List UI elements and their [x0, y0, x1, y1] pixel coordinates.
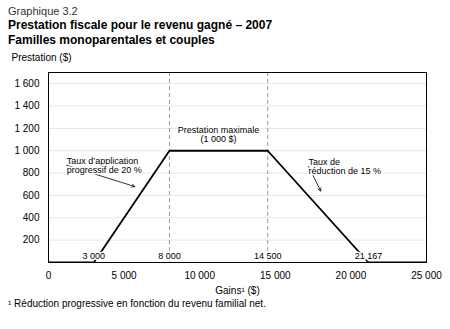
svg-text:21 167: 21 167 [355, 251, 383, 261]
svg-text:Prestation ($): Prestation ($) [12, 52, 72, 63]
svg-text:5 000: 5 000 [112, 270, 137, 281]
svg-text:0: 0 [46, 270, 52, 281]
svg-text:25 000: 25 000 [411, 270, 442, 281]
html-text:¹ Réduction progressive en fon: ¹ Réduction progressive en fonction du r… [8, 298, 266, 309]
svg-text:Prestation maximale(1 000 $): Prestation maximale(1 000 $) [178, 125, 260, 144]
svg-text:1 000: 1 000 [14, 145, 39, 156]
html-text:Prestation fiscale pour le rev: Prestation fiscale pour le revenu gagné … [8, 18, 273, 47]
svg-text:1 200: 1 200 [14, 123, 39, 134]
svg-text:20 000: 20 000 [336, 270, 367, 281]
svg-text:Gains¹ ($): Gains¹ ($) [215, 285, 259, 296]
svg-text:Taux d’applicationprogressif d: Taux d’applicationprogressif de 20 % [67, 156, 142, 175]
svg-text:1 600: 1 600 [14, 78, 39, 89]
svg-text:400: 400 [23, 212, 40, 223]
svg-text:14 500: 14 500 [254, 251, 282, 261]
html-text:Graphique 3.2: Graphique 3.2 [8, 5, 78, 17]
svg-text:15 000: 15 000 [260, 270, 291, 281]
svg-text:200: 200 [23, 234, 40, 245]
svg-text:800: 800 [23, 167, 40, 178]
svg-text:1 400: 1 400 [14, 100, 39, 111]
svg-text:8 000: 8 000 [158, 251, 181, 261]
svg-text:600: 600 [23, 190, 40, 201]
svg-text:Taux deréduction de 15 %: Taux deréduction de 15 % [309, 157, 382, 176]
svg-text:10 000: 10 000 [184, 270, 215, 281]
svg-text:3 000: 3 000 [83, 251, 106, 261]
